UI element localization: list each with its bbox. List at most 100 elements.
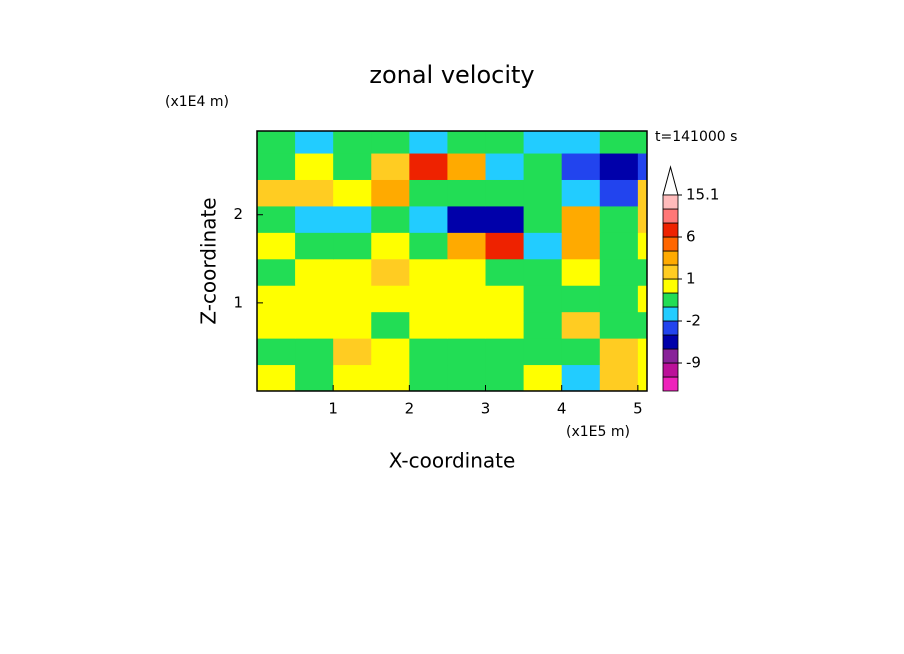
contour-cell bbox=[295, 311, 334, 339]
contour-cell bbox=[409, 232, 448, 260]
contour-cell bbox=[523, 258, 563, 286]
contour-cell bbox=[637, 205, 648, 233]
contour-cell bbox=[485, 338, 525, 366]
contour-cell bbox=[523, 311, 563, 339]
colorbar-box bbox=[662, 362, 679, 378]
contour-cell bbox=[523, 205, 563, 233]
contour-cell bbox=[371, 153, 410, 180]
contour-cell bbox=[447, 364, 487, 392]
contour-cell bbox=[485, 153, 525, 180]
colorbar-tick-label: -2 bbox=[686, 312, 701, 330]
contour-cell bbox=[409, 338, 448, 366]
contour-cell bbox=[447, 232, 487, 260]
contour-cell bbox=[599, 179, 639, 207]
contour-cell bbox=[637, 258, 648, 286]
contour-cell bbox=[485, 205, 525, 233]
x-tick-label: 3 bbox=[481, 400, 491, 418]
contour-cell bbox=[637, 311, 648, 339]
x-unit: (x1E5 m) bbox=[566, 424, 630, 440]
contour-cell bbox=[295, 232, 334, 260]
x-tick-label: 2 bbox=[405, 400, 415, 418]
contour-cell bbox=[409, 179, 448, 207]
contour-cell bbox=[257, 258, 296, 286]
contour-cell bbox=[333, 285, 372, 313]
contour-cell bbox=[599, 153, 639, 180]
contour-cell bbox=[523, 338, 563, 366]
contour-cell bbox=[637, 364, 648, 392]
contour-cell bbox=[523, 153, 563, 180]
contour-cell bbox=[333, 205, 372, 233]
contour-cell bbox=[371, 311, 410, 339]
contour-cell bbox=[561, 131, 601, 154]
contour-cell bbox=[409, 205, 448, 233]
contour-cell bbox=[409, 153, 448, 180]
contour-cell bbox=[257, 232, 296, 260]
colorbar-box bbox=[662, 264, 679, 280]
contour-cell bbox=[257, 285, 296, 313]
contour-cell bbox=[333, 258, 372, 286]
y-axis-label: Z-coordinate bbox=[197, 197, 221, 324]
colorbar-box bbox=[662, 334, 679, 350]
contour-cell bbox=[447, 258, 487, 286]
contour-cell bbox=[295, 285, 334, 313]
colorbar-box bbox=[662, 376, 679, 392]
colorbar-box bbox=[662, 306, 679, 322]
contour-cell bbox=[447, 338, 487, 366]
x-axis-label: X-coordinate bbox=[389, 449, 516, 473]
contour-cell bbox=[257, 205, 296, 233]
contour-cell bbox=[561, 338, 601, 366]
contour-cell bbox=[447, 311, 487, 339]
contour-cell bbox=[485, 311, 525, 339]
colorbar-box bbox=[662, 208, 679, 224]
contour-cell bbox=[637, 153, 648, 180]
contour-cell bbox=[523, 232, 563, 260]
contour-cell bbox=[485, 364, 525, 392]
colorbar-box bbox=[662, 194, 679, 210]
contour-cell bbox=[561, 285, 601, 313]
contour-cell bbox=[257, 179, 296, 207]
contour-cell bbox=[333, 131, 372, 154]
contour-cell bbox=[485, 131, 525, 154]
contour-cell bbox=[333, 364, 372, 392]
contour-cell bbox=[561, 179, 601, 207]
contour-cell bbox=[561, 205, 601, 233]
contour-cell bbox=[637, 285, 648, 313]
contour-cell bbox=[257, 131, 296, 154]
colorbar-tick-label: 1 bbox=[686, 270, 696, 288]
contour-cell bbox=[599, 311, 639, 339]
chart-title: zonal velocity bbox=[369, 61, 534, 89]
contour-cell bbox=[637, 131, 648, 154]
contour-cell bbox=[447, 205, 487, 233]
contour-cell bbox=[447, 285, 487, 313]
contour-cell bbox=[371, 179, 410, 207]
contour-cell bbox=[257, 311, 296, 339]
colorbar-box bbox=[662, 236, 679, 252]
contour-cell bbox=[409, 258, 448, 286]
contour-cell bbox=[371, 205, 410, 233]
contour-cell bbox=[371, 338, 410, 366]
contour-cell bbox=[485, 258, 525, 286]
contour-cell bbox=[295, 258, 334, 286]
contour-cell bbox=[295, 364, 334, 392]
contour-cell bbox=[599, 205, 639, 233]
contour-cell bbox=[371, 232, 410, 260]
contour-cell bbox=[561, 364, 601, 392]
contour-cell bbox=[409, 285, 448, 313]
contour-cell bbox=[333, 311, 372, 339]
contour-cell bbox=[637, 179, 648, 207]
contour-cell bbox=[599, 131, 639, 154]
contour-cell bbox=[561, 153, 601, 180]
contour-cell bbox=[523, 364, 563, 392]
contour-cell bbox=[257, 153, 296, 180]
x-tick-label: 5 bbox=[633, 400, 643, 418]
contour-cell bbox=[371, 258, 410, 286]
contour-cell bbox=[295, 153, 334, 180]
contour-cell bbox=[523, 131, 563, 154]
contour-cell bbox=[409, 364, 448, 392]
colorbar-tick-label: 6 bbox=[686, 228, 696, 246]
contour-cell bbox=[561, 258, 601, 286]
contour-cell bbox=[447, 153, 487, 180]
contour-cell bbox=[295, 205, 334, 233]
contour-cell bbox=[599, 232, 639, 260]
contour-cell bbox=[637, 338, 648, 366]
